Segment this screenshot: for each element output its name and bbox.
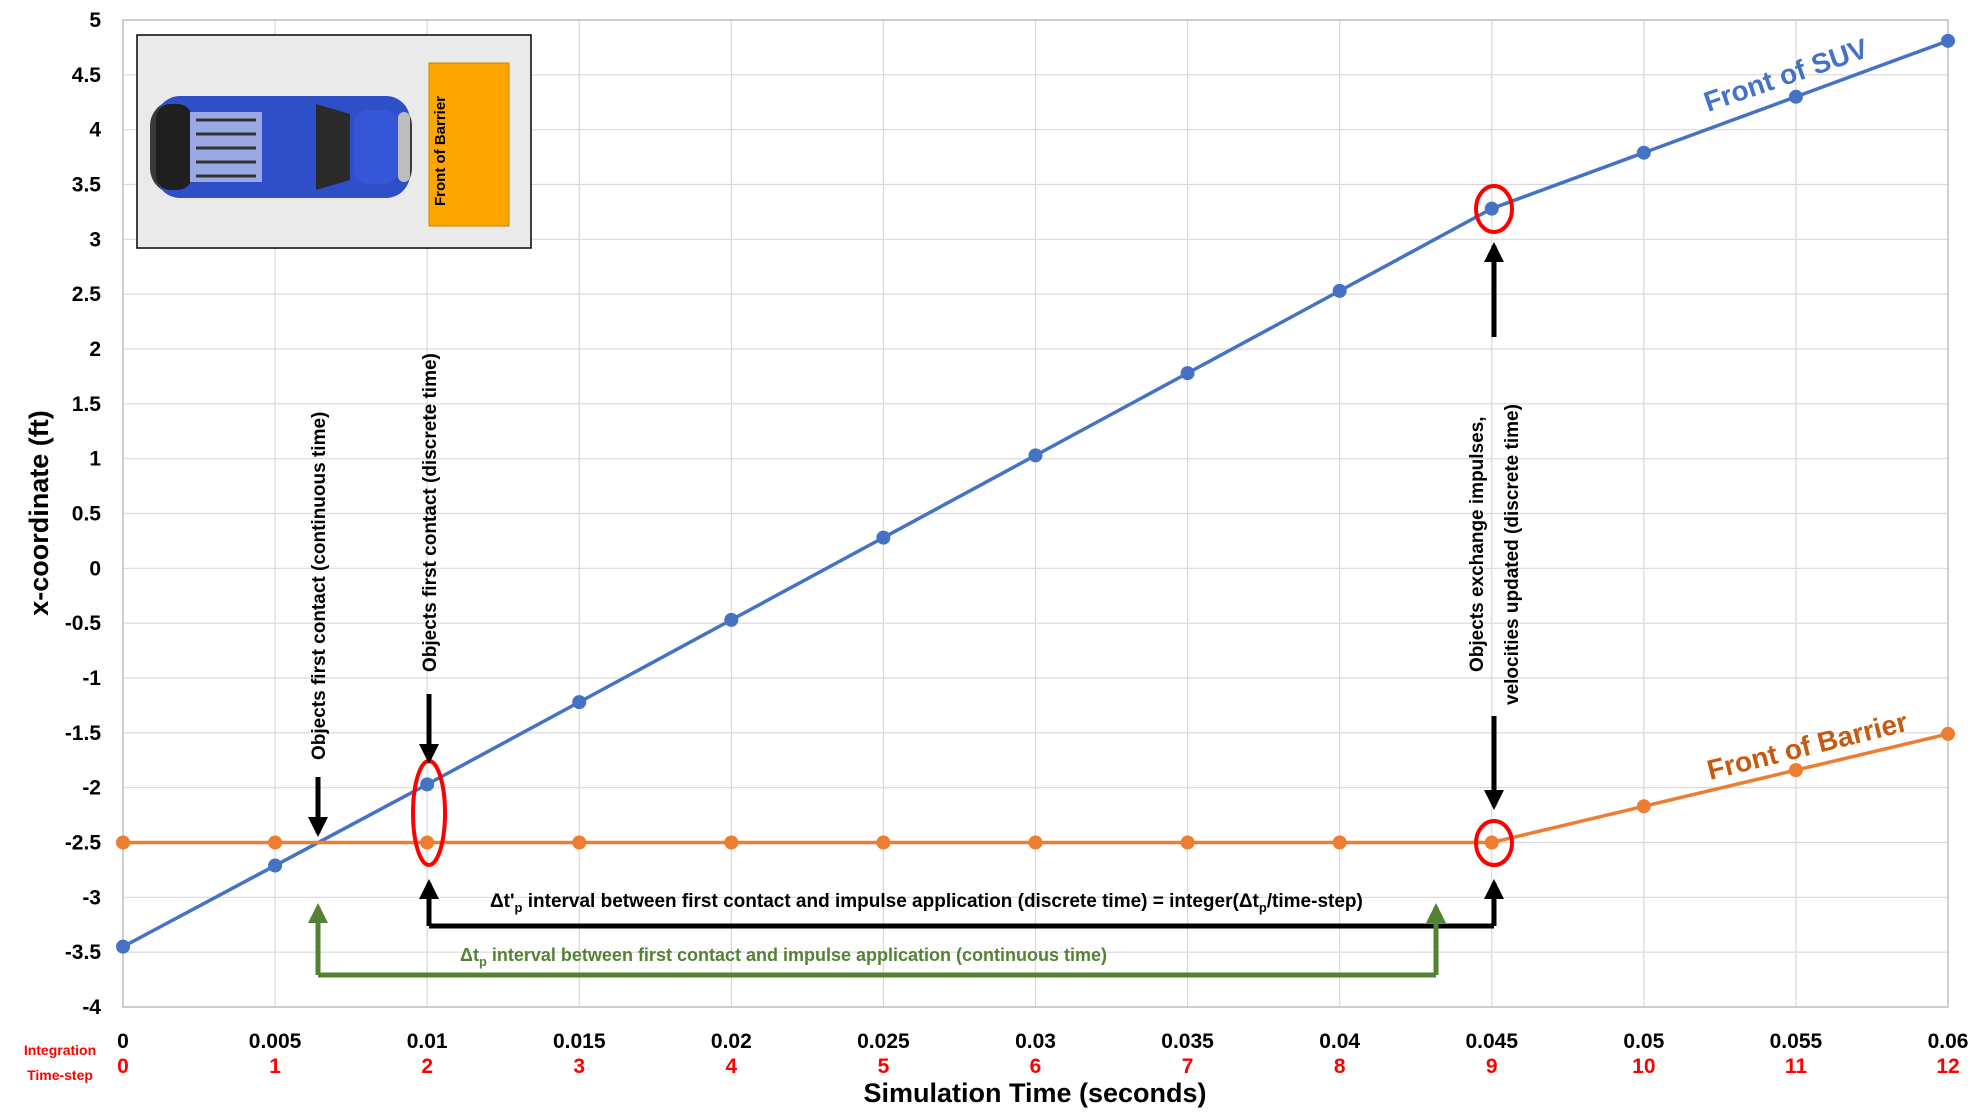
y-tick-label: 0.5 bbox=[72, 503, 102, 526]
barrier-series-label: Front of Barrier bbox=[1704, 706, 1911, 786]
barrier-data-point bbox=[876, 835, 891, 850]
time-step-label: 7 bbox=[1182, 1055, 1194, 1078]
x-axis-title: Simulation Time (seconds) bbox=[863, 1078, 1206, 1108]
time-step-label: 12 bbox=[1936, 1055, 1959, 1078]
discrete-contact-label: Objects first contact (discrete time) bbox=[420, 353, 441, 672]
barrier-data-point bbox=[1484, 835, 1499, 850]
x-tick-label: 0.05 bbox=[1623, 1030, 1664, 1053]
integration-label-line2: Time-step bbox=[27, 1067, 93, 1083]
suv-top-view-icon bbox=[150, 96, 412, 198]
impulse-label-line2: velocities updated (discrete time) bbox=[1502, 404, 1523, 705]
x-tick-label: 0.04 bbox=[1319, 1030, 1360, 1053]
inset-image: Front of Barrier bbox=[136, 34, 532, 249]
suv-data-point bbox=[268, 858, 283, 873]
time-step-label: 4 bbox=[725, 1055, 737, 1078]
barrier-data-point bbox=[724, 835, 739, 850]
y-tick-label: -2 bbox=[82, 777, 101, 800]
suv-data-point bbox=[1788, 89, 1803, 104]
y-axis-title: x-coordinate (ft) bbox=[24, 410, 54, 616]
suv-data-point bbox=[1484, 201, 1499, 216]
x-tick-label: 0.01 bbox=[407, 1030, 448, 1053]
x-tick-label: 0.005 bbox=[249, 1030, 302, 1053]
impulse-suv-highlight bbox=[1474, 184, 1514, 234]
x-tick-label: 0.03 bbox=[1015, 1030, 1056, 1053]
time-step-label: 5 bbox=[878, 1055, 890, 1078]
y-tick-label: -1.5 bbox=[65, 722, 102, 745]
barrier-data-point bbox=[1941, 726, 1955, 741]
y-tick-label: 1 bbox=[89, 448, 101, 471]
time-step-label: 11 bbox=[1785, 1055, 1808, 1078]
barrier-data-point bbox=[1332, 835, 1347, 850]
y-axis-ticks: 5 4.5 4 3.5 3 2.5 2 1.5 1 0.5 0 -0.5 -1 -1.5 -2 -2.5 -3 -… bbox=[65, 9, 102, 1019]
x-tick-label: 0.055 bbox=[1770, 1030, 1823, 1053]
discrete-contact-highlight bbox=[411, 759, 447, 867]
suv-data-point bbox=[1332, 283, 1347, 298]
time-step-label: 8 bbox=[1334, 1055, 1346, 1078]
suv-data-point bbox=[1028, 448, 1043, 463]
time-step-label: 6 bbox=[1030, 1055, 1042, 1078]
y-tick-label: -3.5 bbox=[65, 941, 102, 964]
time-step-label: 10 bbox=[1632, 1055, 1655, 1078]
barrier-data-point bbox=[1788, 763, 1803, 778]
time-step-label: 9 bbox=[1486, 1055, 1498, 1078]
y-tick-label: -0.5 bbox=[65, 612, 102, 635]
y-tick-label: -1 bbox=[82, 667, 101, 690]
continuous-interval-label: Δtp interval between first contact and i… bbox=[460, 945, 1107, 969]
y-tick-label: 4.5 bbox=[72, 64, 102, 87]
discrete-interval-label: Δt'p interval between first contact and … bbox=[490, 891, 1363, 915]
suv-data-point bbox=[572, 695, 587, 710]
y-tick-label: 1.5 bbox=[72, 393, 102, 416]
x-tick-label: 0.02 bbox=[711, 1030, 752, 1053]
y-tick-label: 2.5 bbox=[72, 283, 102, 306]
barrier-data-point bbox=[1180, 835, 1195, 850]
barrier-data-point bbox=[1636, 799, 1651, 814]
barrier-data-point bbox=[1028, 835, 1043, 850]
suv-data-point bbox=[724, 612, 739, 627]
x-tick-label: 0.035 bbox=[1161, 1030, 1214, 1053]
impulse-barrier-highlight bbox=[1474, 819, 1514, 867]
y-tick-label: 3.5 bbox=[72, 174, 102, 197]
barrier-data-point bbox=[572, 835, 587, 850]
barrier-data-point bbox=[116, 835, 130, 850]
x-tick-label: 0.015 bbox=[553, 1030, 606, 1053]
suv-data-point bbox=[420, 777, 435, 792]
time-step-label: 3 bbox=[573, 1055, 585, 1078]
suv-data-point bbox=[1941, 33, 1955, 48]
y-tick-label: -3 bbox=[82, 886, 101, 909]
x-tick-label: 0.045 bbox=[1465, 1030, 1518, 1053]
plot-area bbox=[122, 19, 1949, 1008]
y-tick-label: 3 bbox=[89, 228, 101, 251]
barrier-block bbox=[428, 62, 510, 227]
continuous-contact-label: Objects first contact (continuous time) bbox=[309, 412, 330, 760]
barrier-inset-label: Front of Barrier bbox=[432, 96, 449, 206]
suv-data-point bbox=[876, 530, 891, 545]
y-tick-label: -2.5 bbox=[65, 832, 102, 855]
time-step-label: 0 bbox=[117, 1055, 129, 1078]
x-tick-label: 0.025 bbox=[857, 1030, 910, 1053]
time-step-label: 2 bbox=[421, 1055, 433, 1078]
barrier-data-point bbox=[268, 835, 283, 850]
x-axis-ticks: 0 0.005 0.01 0.015 0.02 0.025 0.03 0.035 0.04 0.0… bbox=[117, 1030, 1968, 1053]
time-step-label: 1 bbox=[269, 1055, 281, 1078]
suv-data-point bbox=[116, 939, 130, 954]
y-tick-label: 4 bbox=[89, 119, 101, 142]
y-tick-label: 2 bbox=[89, 338, 101, 361]
time-step-ticks: 0 1 2 3 4 5 6 7 8 9 10 11 12 bbox=[117, 1055, 1960, 1078]
barrier-data-point bbox=[420, 835, 435, 850]
y-tick-label: -4 bbox=[82, 996, 101, 1019]
x-tick-label: 0.06 bbox=[1928, 1030, 1969, 1053]
y-tick-label: 5 bbox=[89, 9, 101, 32]
data-points bbox=[116, 33, 1955, 954]
suv-data-point bbox=[1180, 366, 1195, 381]
suv-data-point bbox=[1636, 145, 1651, 160]
y-tick-label: 0 bbox=[89, 557, 101, 580]
x-tick-label: 0 bbox=[117, 1030, 129, 1053]
integration-label-line1: Integration bbox=[24, 1042, 96, 1058]
impulse-label-line1: Objects exchange impulses, bbox=[1467, 416, 1488, 672]
